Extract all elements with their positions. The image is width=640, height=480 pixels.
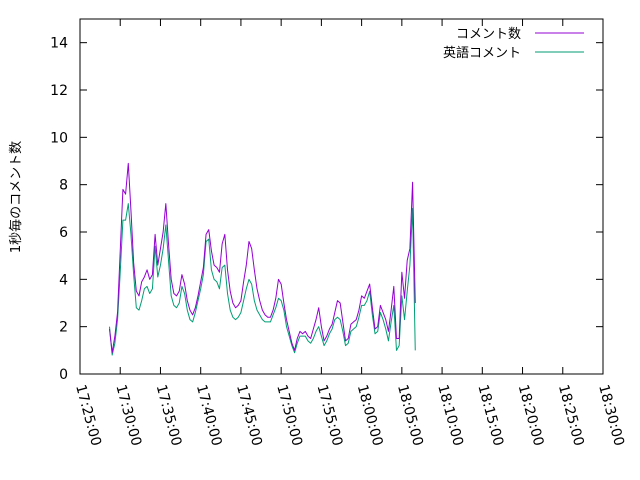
x-tick-label: 18:05:00 [394,383,426,448]
y-axis-ticks: 0 2 4 6 8 10 12 14 [50,36,603,383]
series-line-2 [109,203,416,356]
x-tick-label: 18:10:00 [434,383,466,448]
x-tick-label: 18:30:00 [595,383,627,448]
x-tick-label: 17:40:00 [193,383,225,448]
legend-label: コメント数 [456,27,521,42]
x-tick-label: 18:25:00 [555,383,587,448]
x-tick-label: 18:00:00 [354,383,386,448]
y-tick-label: 0 [59,367,68,383]
y-tick-label: 8 [59,178,68,194]
legend-label: 英語コメント [443,45,521,61]
x-tick-label: 17:55:00 [314,383,346,448]
y-axis-label: 1秒毎のコメント数 [8,141,24,253]
y-tick-label: 10 [50,130,68,146]
plot-frame [79,18,604,375]
y-tick-label: 2 [59,320,68,336]
x-tick-label: 17:50:00 [273,383,305,448]
y-tick-label: 14 [50,36,68,52]
x-tick-label: 17:25:00 [72,383,104,448]
x-axis-ticks: 17:25:00 17:30:00 17:35:00 17:40:00 17:45:00… [72,19,627,448]
y-tick-label: 12 [50,83,68,99]
y-tick-label: 6 [59,225,68,241]
y-tick-label: 4 [59,272,68,288]
x-tick-label: 17:35:00 [153,383,185,448]
x-tick-label: 17:30:00 [112,383,144,448]
x-tick-label: 18:20:00 [515,383,547,448]
x-tick-label: 18:15:00 [474,383,506,448]
x-tick-label: 17:45:00 [233,383,265,448]
series-line-1 [109,162,416,354]
series-layer [109,162,416,356]
